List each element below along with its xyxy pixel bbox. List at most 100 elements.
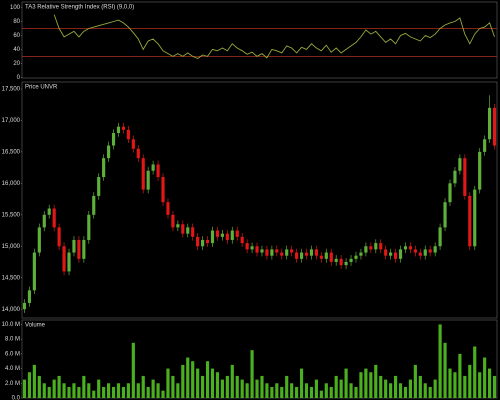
candle-body	[314, 249, 318, 256]
candle-body	[418, 252, 422, 256]
volume-bar	[393, 375, 398, 398]
candle-body	[285, 249, 289, 256]
volume-bar	[22, 379, 27, 398]
volume-bar	[418, 375, 422, 398]
candle-body	[364, 246, 368, 253]
candle-body	[413, 249, 417, 253]
volume-bar	[448, 368, 452, 398]
candle-body	[339, 258, 343, 266]
candle-body	[121, 126, 126, 130]
candle-body	[230, 230, 234, 240]
panel	[21, 1, 498, 79]
volume-bar	[413, 364, 417, 398]
volume-bar	[97, 379, 101, 398]
volume-bar	[146, 386, 150, 398]
volume-bar	[280, 386, 284, 398]
candle-body	[131, 139, 135, 149]
candle-body	[280, 252, 284, 256]
candle-body	[161, 177, 165, 203]
volume-bar	[265, 383, 269, 398]
candle-body	[384, 249, 388, 256]
y-tick-label: 4.0 M	[5, 366, 20, 372]
y-tick-label: 14,000	[2, 307, 21, 313]
volume-bar	[107, 383, 111, 398]
candle-body	[52, 208, 56, 228]
volume-bar	[408, 379, 412, 398]
panel-title: Price UNVR	[25, 85, 58, 91]
candle-body	[468, 195, 472, 247]
y-tick-label: 15,000	[2, 244, 21, 250]
volume-bar	[364, 368, 368, 398]
candle-body	[453, 170, 457, 184]
volume-bar	[304, 383, 309, 398]
volume-bar	[492, 375, 497, 398]
candle-body	[295, 252, 299, 259]
volume-bar	[487, 368, 492, 398]
panel	[21, 319, 498, 399]
volume-bar	[319, 390, 323, 398]
candle-body	[67, 252, 71, 272]
candle-body	[82, 239, 86, 259]
volume-bar	[131, 342, 135, 398]
candle-body	[181, 224, 185, 234]
volume-bar	[62, 383, 66, 398]
candle-body	[92, 195, 96, 215]
y-tick-label: 40	[13, 47, 20, 53]
candle-body	[299, 252, 304, 259]
candle-body	[146, 170, 150, 190]
candle-body	[225, 233, 229, 240]
candle-body	[72, 239, 76, 253]
volume-bar	[285, 375, 289, 398]
y-tick-label: 16,500	[2, 149, 21, 155]
candle-body	[443, 202, 447, 228]
volume-bar	[166, 368, 170, 398]
volume-bar	[384, 379, 388, 398]
volume-bar	[136, 383, 140, 398]
candle-body	[423, 249, 427, 256]
volume-bar	[126, 383, 130, 398]
candle-body	[77, 239, 81, 259]
volume-bar	[151, 379, 155, 398]
volume-bar	[215, 372, 220, 398]
volume-bar	[270, 386, 274, 398]
volume-bar	[161, 390, 165, 398]
volume-bar	[354, 386, 358, 398]
candle-body	[369, 246, 373, 250]
volume-bar	[72, 383, 76, 398]
volume-bar	[116, 383, 121, 398]
candle-body	[171, 214, 175, 228]
y-tick-label: 100	[10, 5, 21, 11]
candle-body	[403, 246, 408, 250]
rsi-line	[53, 14, 495, 60]
volume-bar	[369, 372, 373, 398]
candle-body	[304, 252, 309, 256]
volume-bar	[220, 379, 224, 398]
y-tick-label: 0.0	[12, 396, 21, 400]
y-tick-label: 10.0 M	[2, 322, 20, 328]
volume-bar	[205, 361, 210, 398]
candle-body	[166, 202, 170, 215]
candle-body	[319, 255, 323, 259]
candle-body	[265, 249, 269, 256]
y-tick-label: 15,500	[2, 212, 21, 218]
volume-bar	[191, 361, 195, 398]
volume-bar	[82, 375, 86, 398]
candle-body	[245, 243, 249, 250]
candle-body	[215, 230, 220, 237]
candle-body	[349, 258, 353, 262]
candle-body	[235, 230, 239, 237]
y-tick-label: 16,000	[2, 181, 21, 187]
candle-body	[379, 243, 383, 250]
candle-body	[260, 249, 264, 253]
candle-body	[408, 246, 412, 250]
candle-body	[102, 158, 106, 178]
candle-body	[270, 249, 274, 256]
volume-bar	[473, 346, 477, 398]
volume-bar	[433, 379, 437, 398]
volume-bar	[423, 383, 427, 398]
volume-bar	[235, 375, 239, 398]
candle-body	[324, 252, 328, 259]
candle-body	[240, 236, 244, 244]
volume-bar	[52, 379, 56, 398]
